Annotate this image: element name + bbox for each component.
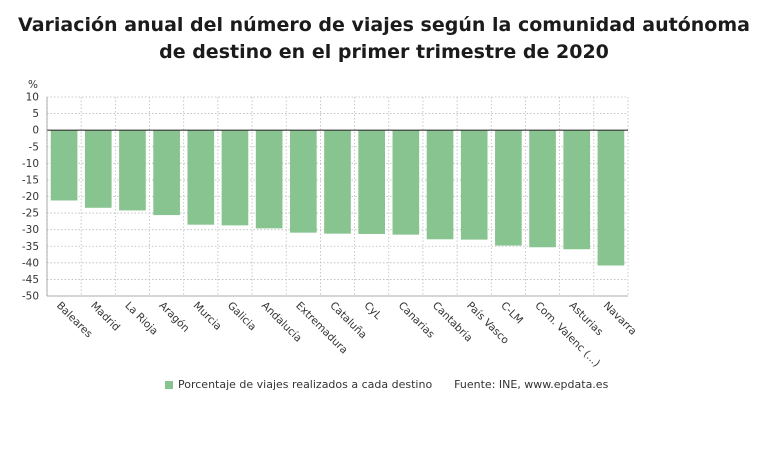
y-tick-label: -5: [29, 141, 39, 153]
bar: [529, 130, 556, 248]
y-tick-label: -25: [22, 208, 39, 220]
y-tick-label: -45: [22, 274, 39, 286]
bar: [597, 130, 625, 266]
bar: [460, 130, 488, 240]
bar: [358, 130, 386, 234]
y-tick-label: -50: [22, 291, 39, 303]
source-note: Fuente: INE, www.epdata.es: [454, 378, 609, 391]
bar: [324, 130, 351, 234]
bar: [289, 130, 317, 233]
chart-legend: Porcentaje de viajes realizados a cada d…: [165, 378, 608, 391]
bar: [84, 130, 112, 208]
y-axis-label: %: [28, 79, 38, 91]
bar: [119, 130, 146, 211]
y-tick-label: -30: [22, 224, 39, 236]
legend-swatch: [165, 380, 173, 389]
bar: [221, 130, 249, 226]
x-tick-label: Madrid: [88, 300, 122, 334]
chart-title-line-1: Variación anual del número de viajes seg…: [18, 14, 750, 36]
y-tick-label: -15: [22, 174, 39, 186]
chart-title-line-2: de destino en el primer trimestre de 202…: [159, 41, 609, 63]
y-tick-label: 10: [26, 92, 39, 104]
x-tick-label: La Rioja: [122, 300, 160, 338]
x-tick-label: Com. Valenc (...): [532, 300, 602, 370]
y-tick-label: -40: [22, 257, 39, 269]
bar: [495, 130, 522, 246]
bar: [50, 130, 78, 201]
y-tick-label: -20: [22, 191, 39, 203]
x-tick-label: Murcia: [191, 300, 224, 333]
x-tick-label: Navarra: [601, 300, 639, 338]
x-tick-label: Aragón: [156, 300, 191, 335]
bar: [392, 130, 420, 235]
y-tick-label: 0: [32, 125, 39, 137]
bar: [426, 130, 454, 240]
x-tick-label: Galicia: [225, 300, 259, 334]
x-tick-label: Baleares: [54, 300, 95, 341]
y-tick-label: -10: [22, 158, 39, 170]
y-tick-label: 5: [32, 108, 39, 120]
chart-title: Variación anual del número de viajes seg…: [0, 12, 768, 66]
x-tick-label: Canarias: [396, 300, 437, 341]
legend-label: Porcentaje de viajes realizados a cada d…: [178, 378, 433, 391]
bar: [563, 130, 591, 250]
x-tick-label: C-LM: [498, 300, 525, 327]
bar: [187, 130, 215, 225]
y-tick-label: -35: [22, 241, 39, 253]
x-tick-label: CyL: [362, 300, 384, 322]
bar: [255, 130, 283, 229]
bar: [153, 130, 180, 216]
